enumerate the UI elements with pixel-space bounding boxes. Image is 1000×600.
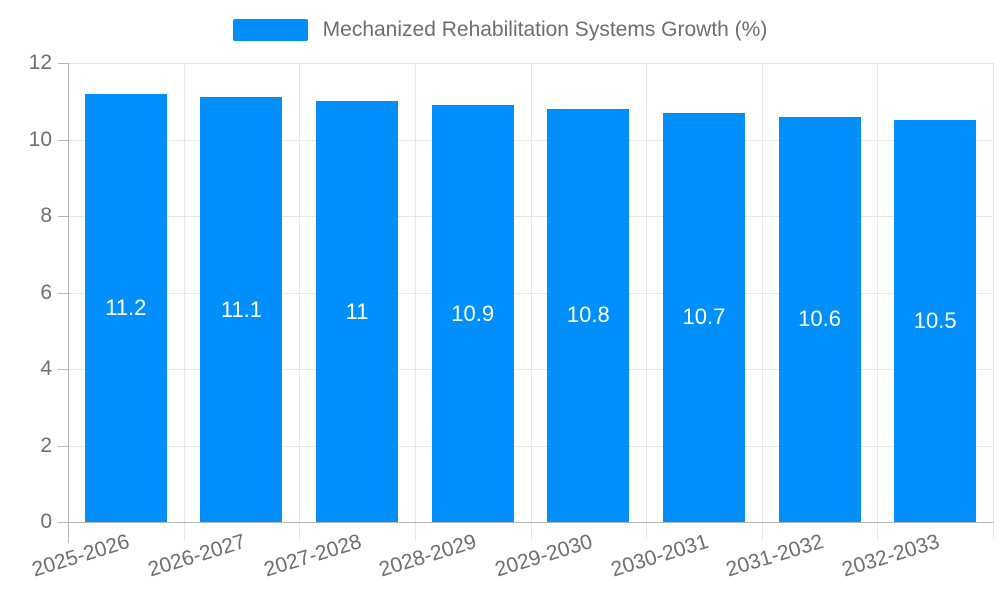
v-gridline (877, 63, 879, 540)
y-axis-tick (58, 522, 68, 523)
bar-2030-2031[interactable] (662, 112, 745, 522)
y-axis-tick (58, 216, 68, 217)
bar-value-label: 10.9 (451, 300, 495, 326)
bar-2025-2026[interactable] (84, 93, 167, 522)
y-axis-tick-label: 4 (40, 357, 52, 380)
bar-value-label: 10.5 (913, 308, 957, 334)
x-axis-tick-label: 2030-2031 (607, 530, 711, 582)
y-axis-tick (58, 63, 68, 64)
v-gridline (761, 63, 763, 540)
x-axis-tick-label: 2028-2029 (376, 530, 480, 582)
x-axis-tick-label: 2026-2027 (145, 530, 249, 582)
bar-value-label: 11.1 (220, 296, 263, 322)
y-axis-tick (58, 369, 68, 370)
legend-swatch (232, 19, 308, 41)
x-axis-tick-label: 2032-2033 (839, 530, 942, 582)
y-axis-tick (58, 292, 68, 294)
x-axis-tick-label: 2027-2028 (261, 530, 364, 582)
v-gridline (530, 63, 532, 540)
v-gridline (646, 63, 648, 540)
bar-2031-2032[interactable] (778, 116, 861, 522)
x-axis-line (68, 522, 993, 523)
bar-value-label: 10.7 (682, 304, 726, 330)
y-axis-line (68, 63, 69, 543)
v-gridline (414, 63, 416, 540)
v-gridline (183, 63, 185, 540)
y-axis-tick-label: 8 (40, 204, 52, 227)
bar-2026-2027[interactable] (200, 97, 283, 522)
y-axis-tick-label: 12 (28, 51, 52, 74)
y-axis-tick (58, 445, 68, 447)
y-axis-tick-label: 2 (40, 433, 52, 457)
bar-value-label: 11.2 (105, 294, 147, 320)
legend-label: Mechanized Rehabilitation Systems Growth… (322, 18, 768, 41)
bar-value-label: 11 (345, 298, 369, 324)
bar-2027-2028[interactable] (316, 101, 399, 522)
bar-2032-2033[interactable] (894, 120, 977, 522)
bar-value-label: 10.8 (566, 302, 610, 328)
v-gridline (299, 63, 301, 540)
bar-value-label: 10.6 (798, 306, 841, 332)
x-axis-tick-label: 2025-2026 (29, 530, 133, 582)
legend-item[interactable]: Mechanized Rehabilitation Systems Growth… (0, 18, 1000, 42)
x-axis-tick-label: 2029-2030 (492, 530, 596, 582)
y-axis-tick-label: 0 (40, 510, 52, 533)
x-axis-tick-label: 2031-2032 (723, 530, 827, 582)
bar-2028-2029[interactable] (431, 105, 514, 522)
bar-2029-2030[interactable] (547, 108, 630, 522)
y-axis-tick-label: 6 (40, 280, 52, 304)
y-axis-tick (58, 139, 68, 141)
y-axis-tick-label: 10 (28, 127, 52, 151)
v-gridline (993, 63, 994, 540)
